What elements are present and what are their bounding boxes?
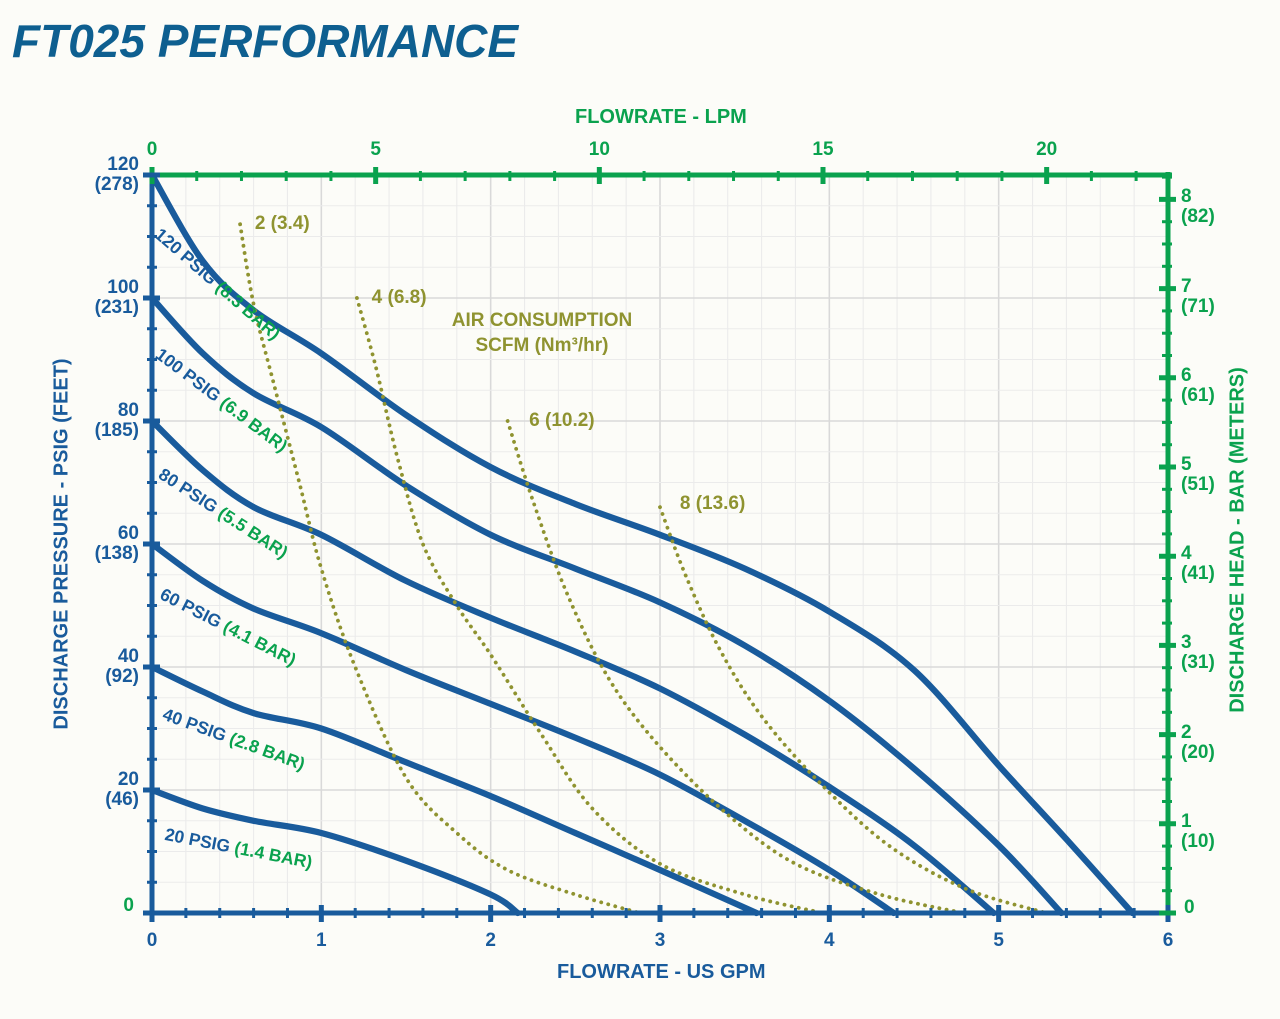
air-curve-label-8-scfm: 8 (13.6) <box>679 493 746 515</box>
top-tick-label-15: 15 <box>812 139 834 160</box>
page-title: FT025 PERFORMANCE <box>12 15 519 67</box>
air-consumption-curve-6-scfm <box>505 419 965 915</box>
top-axis-title: FLOWRATE - LPM <box>575 106 747 128</box>
bottom-tick-label-6: 6 <box>1162 930 1174 951</box>
curve-layer <box>148 171 1136 917</box>
performance-curve-60-psig <box>148 540 897 917</box>
grid-layer <box>152 175 1168 913</box>
air-consumption-curve-4-scfm <box>355 296 825 915</box>
left-tick-label-120: 120 (278) <box>94 154 139 195</box>
bottom-tick-label-1: 1 <box>316 930 327 951</box>
air-curve-label-2-scfm: 2 (3.4) <box>254 213 310 235</box>
right-tick-label-8: 8 (82) <box>1181 186 1215 228</box>
top-tick-label-10: 10 <box>588 139 610 160</box>
top-tick-label-20: 20 <box>1036 139 1058 160</box>
left-tick-label-20: 20 (46) <box>105 769 139 810</box>
top-tick-label-0: 0 <box>146 139 158 160</box>
right-zero-label: 0 <box>1184 897 1195 918</box>
bottom-tick-label-2: 2 <box>485 930 496 951</box>
right-tick-label-2: 2 (20) <box>1181 721 1215 763</box>
air-consumption-note-line1: AIR CONSUMPTION <box>451 310 633 331</box>
performance-curve-120-psig <box>148 171 1136 917</box>
bottom-tick-label-5: 5 <box>993 930 1004 951</box>
left-axis-title: DISCHARGE PRESSURE - PSIG (FEET) <box>50 358 73 730</box>
air-curve-label-4-scfm: 4 (6.8) <box>371 287 427 308</box>
top-tick-label-5: 5 <box>370 139 381 160</box>
air-curve-label-6-scfm: 6 (10.2) <box>529 410 595 431</box>
left-tick-label-40: 40 (92) <box>105 646 139 687</box>
axis-layer <box>143 167 1176 922</box>
right-axis-title: DISCHARGE HEAD - BAR (METERS) <box>1226 367 1249 713</box>
performance-curve-80-psig <box>148 417 997 917</box>
performance-curve-100-psig <box>148 294 1065 917</box>
left-tick-label-100: 100 (231) <box>94 277 139 318</box>
performance-curve-40-psig <box>148 663 760 917</box>
performance-curve-20-psig <box>148 786 521 917</box>
left-tick-label-80: 80 (185) <box>94 400 139 441</box>
right-tick-label-7: 7 (71) <box>1181 275 1215 317</box>
left-zero-label: 0 <box>123 895 134 916</box>
bottom-tick-label-4: 4 <box>824 930 835 951</box>
air-consumption-layer <box>238 222 1048 915</box>
right-tick-label-1: 1 (10) <box>1181 810 1215 852</box>
right-tick-label-3: 3 (31) <box>1181 632 1215 674</box>
right-tick-label-6: 6 (61) <box>1181 364 1215 406</box>
bottom-tick-label-0: 0 <box>146 930 158 951</box>
right-tick-label-4: 4 (41) <box>1181 543 1215 585</box>
right-tick-label-5: 5 (51) <box>1181 454 1215 495</box>
bottom-axis-title: FLOWRATE - US GPM <box>557 961 766 983</box>
air-consumption-curve-8-scfm <box>658 505 1048 915</box>
air-consumption-note-line2: SCFM (Nm³/hr) <box>475 335 609 356</box>
bottom-tick-label-3: 3 <box>654 930 666 951</box>
left-tick-label-60: 60 (138) <box>94 523 139 564</box>
air-consumption-note: AIR CONSUMPTION SCFM (Nm³/hr) <box>402 308 682 358</box>
